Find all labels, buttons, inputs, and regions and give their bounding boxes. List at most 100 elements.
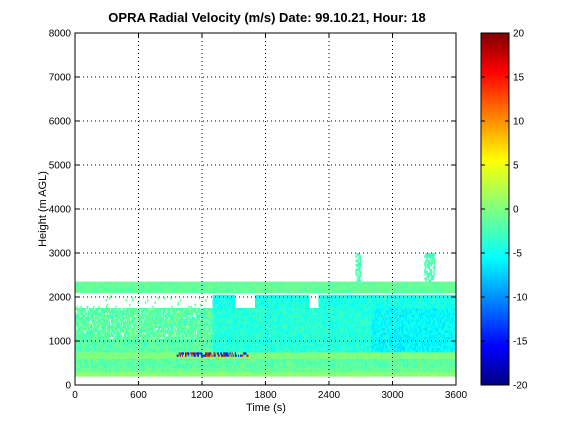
heatmap-cell: [134, 323, 136, 326]
heatmap-cell: [211, 354, 213, 357]
heatmap-cell: [182, 360, 185, 364]
heatmap-cell: [128, 343, 131, 346]
heatmap-cell: [146, 345, 149, 348]
heatmap-cell: [195, 288, 198, 291]
heatmap-cell: [196, 369, 199, 373]
heatmap-cell: [162, 330, 165, 333]
heatmap-cell: [88, 308, 91, 311]
heatmap-cell: [92, 334, 95, 337]
heatmap-cell: [176, 281, 179, 285]
heatmap-cell: [178, 374, 181, 377]
heatmap-cell: [159, 323, 162, 326]
heatmap-cell: [84, 369, 86, 373]
heatmap-cell: [155, 369, 157, 373]
heatmap-cell: [174, 343, 176, 346]
heatmap-cell: [167, 371, 169, 375]
heatmap-cell: [210, 332, 212, 335]
heatmap-cell: [94, 360, 96, 364]
heatmap-cell: [168, 288, 170, 291]
heatmap-cell: [224, 367, 226, 370]
heatmap-cell: [109, 352, 112, 355]
heatmap-cell: [94, 281, 96, 285]
heatmap-cell: [206, 363, 208, 366]
heatmap-cell: [223, 314, 225, 318]
heatmap-cell: [144, 369, 147, 373]
heatmap-cell: [87, 352, 90, 355]
heatmap-cell: [96, 341, 98, 344]
heatmap-cell: [182, 374, 185, 377]
heatmap-cell: [224, 321, 226, 324]
heatmap-cell: [142, 327, 145, 331]
heatmap-cell: [90, 288, 93, 291]
heatmap-cell: [173, 332, 175, 335]
heatmap-cell: [94, 288, 96, 291]
heatmap-cell: [126, 325, 129, 329]
heatmap-cell: [142, 365, 145, 368]
heatmap-cell: [132, 341, 134, 344]
heatmap-cell: [157, 365, 160, 368]
heatmap-cell: [102, 347, 104, 351]
heatmap-cell: [184, 363, 186, 366]
heatmap-cell: [80, 349, 82, 353]
heatmap-cell: [173, 341, 175, 344]
heatmap-cell: [185, 290, 187, 293]
heatmap-cell: [89, 312, 92, 315]
heatmap-cell: [198, 286, 201, 289]
heatmap-cell: [109, 290, 112, 293]
heatmap-cell: [208, 288, 210, 291]
heatmap-cell: [160, 360, 163, 364]
heatmap-cell: [141, 356, 144, 359]
heatmap-cell: [109, 281, 112, 285]
heatmap-cell: [195, 345, 198, 348]
heatmap-cell: [222, 347, 224, 351]
heatmap-cell: [198, 352, 201, 355]
heatmap-cell: [149, 374, 151, 377]
heatmap-cell: [174, 360, 176, 364]
heatmap-cell: [185, 316, 187, 320]
heatmap-cell: [195, 338, 198, 342]
heatmap-cell: [119, 365, 121, 368]
heatmap-cell: [171, 369, 173, 373]
heatmap-cell: [101, 308, 103, 311]
heatmap-cell: [172, 283, 174, 287]
heatmap-cell: [197, 365, 200, 368]
heatmap-cell: [193, 354, 195, 357]
heatmap-cell: [210, 347, 212, 351]
heatmap-cell: [169, 281, 171, 285]
heatmap-cell: [143, 345, 146, 348]
heatmap-cell: [118, 358, 120, 362]
heatmap-cell: [174, 316, 176, 320]
heatmap-cell: [182, 338, 185, 342]
heatmap-cell: [125, 312, 128, 315]
heatmap-cell: [134, 325, 136, 329]
heatmap-cell: [216, 321, 219, 324]
heatmap-cell: [158, 371, 161, 375]
heatmap-cell: [208, 338, 210, 342]
heatmap-cell: [181, 343, 184, 346]
heatmap-cell: [133, 365, 135, 368]
heatmap-cell: [163, 319, 166, 322]
heatmap-cell: [92, 323, 95, 326]
heatmap-cell: [200, 314, 203, 318]
heatmap-cell: [120, 363, 122, 366]
heatmap-cell: [142, 338, 145, 342]
heatmap-cell: [98, 354, 100, 357]
heatmap-cell: [223, 363, 225, 366]
heatmap-cell: [153, 332, 155, 335]
heatmap-cell: [188, 321, 190, 324]
heatmap-cell: [118, 316, 120, 320]
heatmap-cell: [120, 330, 122, 333]
heatmap-cell: [95, 319, 97, 322]
heatmap-cell: [102, 360, 104, 364]
heatmap-cell: [101, 374, 103, 377]
heatmap-cell: [114, 369, 116, 373]
heatmap-cell: [128, 374, 131, 377]
heatmap-cell: [173, 369, 175, 373]
heatmap-cell: [213, 308, 216, 311]
heatmap-cell: [133, 354, 135, 357]
heatmap-cell: [135, 343, 137, 346]
heatmap-cell: [199, 330, 202, 333]
heatmap-cell: [101, 334, 103, 337]
heatmap-cell: [197, 325, 200, 329]
heatmap-cell: [130, 323, 132, 326]
